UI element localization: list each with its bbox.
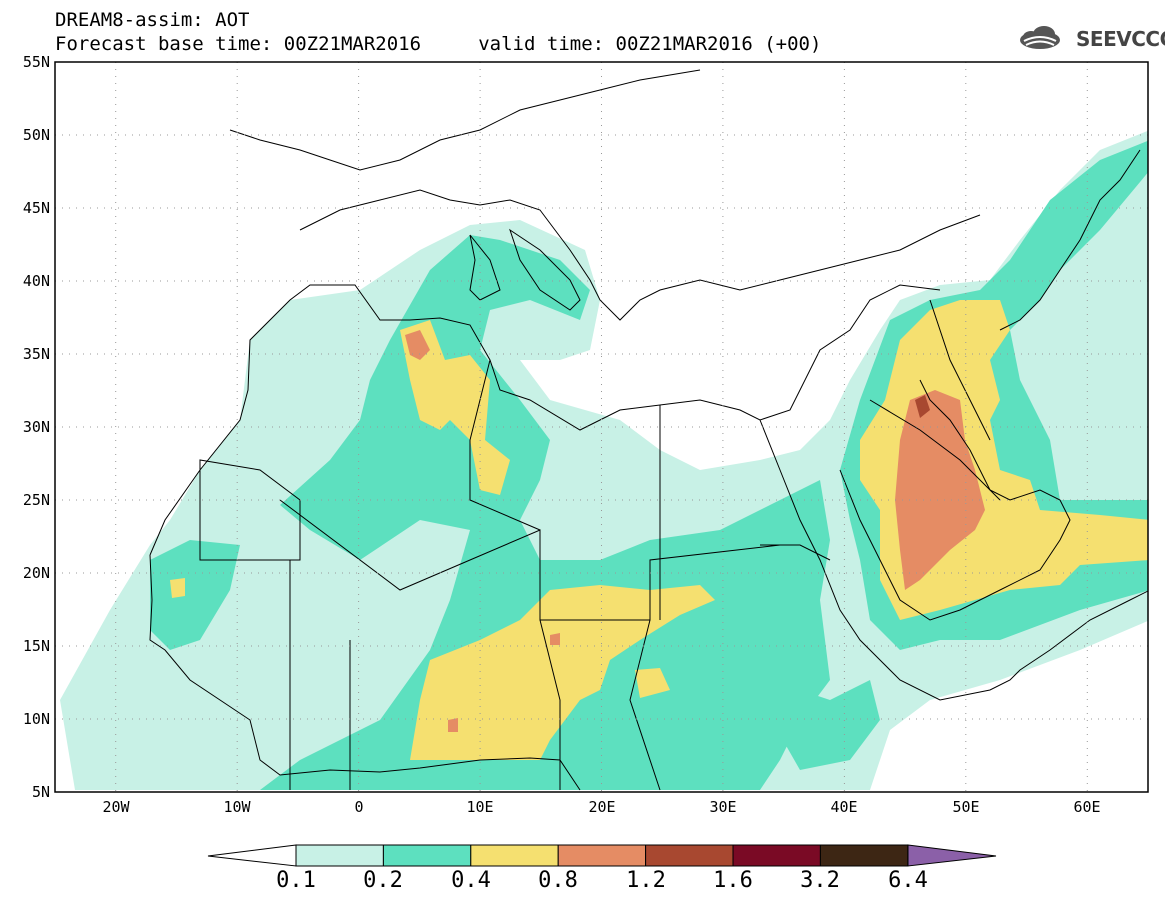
coastlines [149, 69, 1148, 791]
colorbar-swatch-0 [295, 844, 384, 867]
colorbar-label: 0.8 [538, 868, 578, 893]
lat-label: 50N [22, 126, 50, 144]
colorbar-label: 1.6 [713, 868, 753, 893]
lat-label: 40N [22, 272, 50, 290]
aot-level-0.4 [170, 300, 1148, 760]
lat-label: 55N [22, 53, 50, 71]
lat-label: 5N [31, 783, 50, 801]
colorbar-swatch-6 [819, 844, 909, 867]
aot-contours [60, 130, 1148, 790]
colorbar-swatch-2 [470, 844, 559, 867]
lon-label: 10E [466, 798, 494, 816]
colorbar-label: 0.4 [451, 868, 491, 893]
aot-level-0.2 [150, 140, 1148, 790]
lon-label: 40E [830, 798, 858, 816]
lon-label: 10W [223, 798, 251, 816]
forecast-time-line: Forecast base time: 00Z21MAR2016 valid t… [55, 33, 822, 55]
map-title: DREAM8-assim: AOT [55, 9, 250, 31]
lon-label: 30E [709, 798, 737, 816]
lat-label: 25N [22, 491, 50, 509]
colorbar-label: 0.1 [276, 868, 316, 893]
colorbar-high-arrow [907, 844, 997, 867]
colorbar-swatch-3 [557, 844, 647, 867]
lat-label: 10N [22, 710, 50, 728]
lat-label: 20N [22, 564, 50, 582]
lat-label: 35N [22, 345, 50, 363]
colorbar-label: 0.2 [363, 868, 403, 893]
colorbar-label: 6.4 [888, 868, 928, 893]
colorbar-label: 1.2 [626, 868, 666, 893]
colorbar-label: 3.2 [800, 868, 840, 893]
colorbar-swatch-5 [732, 844, 821, 867]
seevccc-logo [1020, 26, 1060, 49]
lon-label: 60E [1073, 798, 1101, 816]
colorbar-swatch-4 [645, 844, 734, 867]
lat-label: 15N [22, 637, 50, 655]
cloud-icon [1020, 26, 1060, 49]
graticule [55, 62, 1148, 792]
colorbar [207, 844, 997, 867]
logo-text: SEEVCCC [1076, 27, 1165, 51]
lon-label: 20W [102, 798, 130, 816]
colorbar-swatch-1 [382, 844, 472, 867]
aot-level-1.2 [915, 395, 930, 418]
lon-label: 50E [952, 798, 980, 816]
lat-label: 45N [22, 199, 50, 217]
colorbar-low-arrow [207, 844, 297, 867]
lat-label: 30N [22, 418, 50, 436]
map-frame [54, 61, 1149, 793]
lon-label: 20E [588, 798, 616, 816]
lon-label: 0 [354, 798, 364, 816]
